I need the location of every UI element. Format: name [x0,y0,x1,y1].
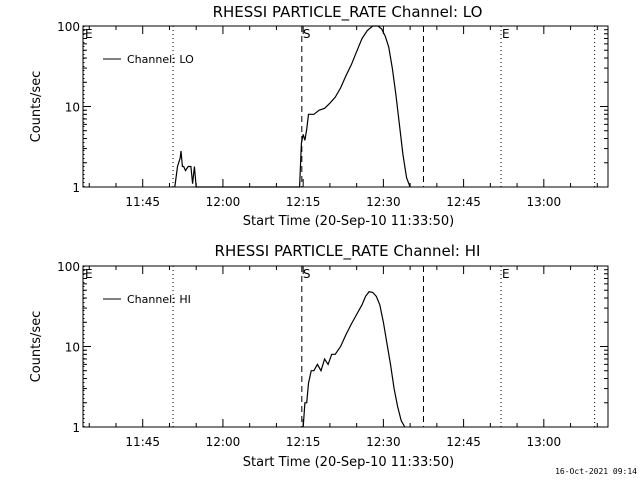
event-marker-label: E [502,27,510,41]
x-tick-label: 12:15 [286,195,321,209]
y-tick-label: 10 [65,101,80,115]
x-tick-label: 12:45 [446,435,481,449]
series-line [302,291,406,428]
x-tick-label: 12:30 [366,435,401,449]
event-marker-label: S [303,267,311,281]
x-tick-label: 12:15 [286,435,321,449]
y-tick-label: 10 [65,341,80,355]
chart-title: RHESSI PARTICLE_RATE Channel: HI [215,242,481,261]
series-line [174,25,411,188]
chart-panel: RHESSI PARTICLE_RATE Channel: HI 11:45 12:… [29,242,609,470]
legend-label: Channel: HI [127,293,191,306]
x-tick-label: 13:00 [527,435,562,449]
event-marker-label: E [85,267,93,281]
x-axis-label: Start Time (20-Sep-10 11:33:50) [243,455,454,470]
chart-title: RHESSI PARTICLE_RATE Channel: LO [213,3,483,22]
x-tick-label: 12:00 [206,195,241,209]
plot-frame [82,265,609,428]
x-tick-label: 11:45 [125,195,160,209]
y-tick-label: 1 [72,181,80,195]
x-tick-label: 12:00 [206,435,241,449]
y-axis-label: Counts/sec [29,311,44,383]
event-marker-label: S [303,27,311,41]
x-axis-label: Start Time (20-Sep-10 11:33:50) [243,214,454,229]
y-axis-label: Counts/sec [29,71,44,143]
x-tick-label: 13:00 [527,195,562,209]
legend-label: Channel: LO [127,53,194,66]
timestamp-stamp: 16-Oct-2021 09:14 [555,467,637,476]
plot-frame [82,25,609,188]
x-tick-label: 12:45 [446,195,481,209]
y-tick-label: 100 [57,260,80,274]
chart-panel: RHESSI PARTICLE_RATE Channel: LO 11:45 12:… [29,3,609,229]
y-tick-label: 1 [72,421,80,435]
event-marker-label: E [502,267,510,281]
x-tick-label: 11:45 [125,435,160,449]
y-tick-label: 100 [57,20,80,34]
event-marker-label: E [85,27,93,41]
x-tick-label: 12:30 [366,195,401,209]
